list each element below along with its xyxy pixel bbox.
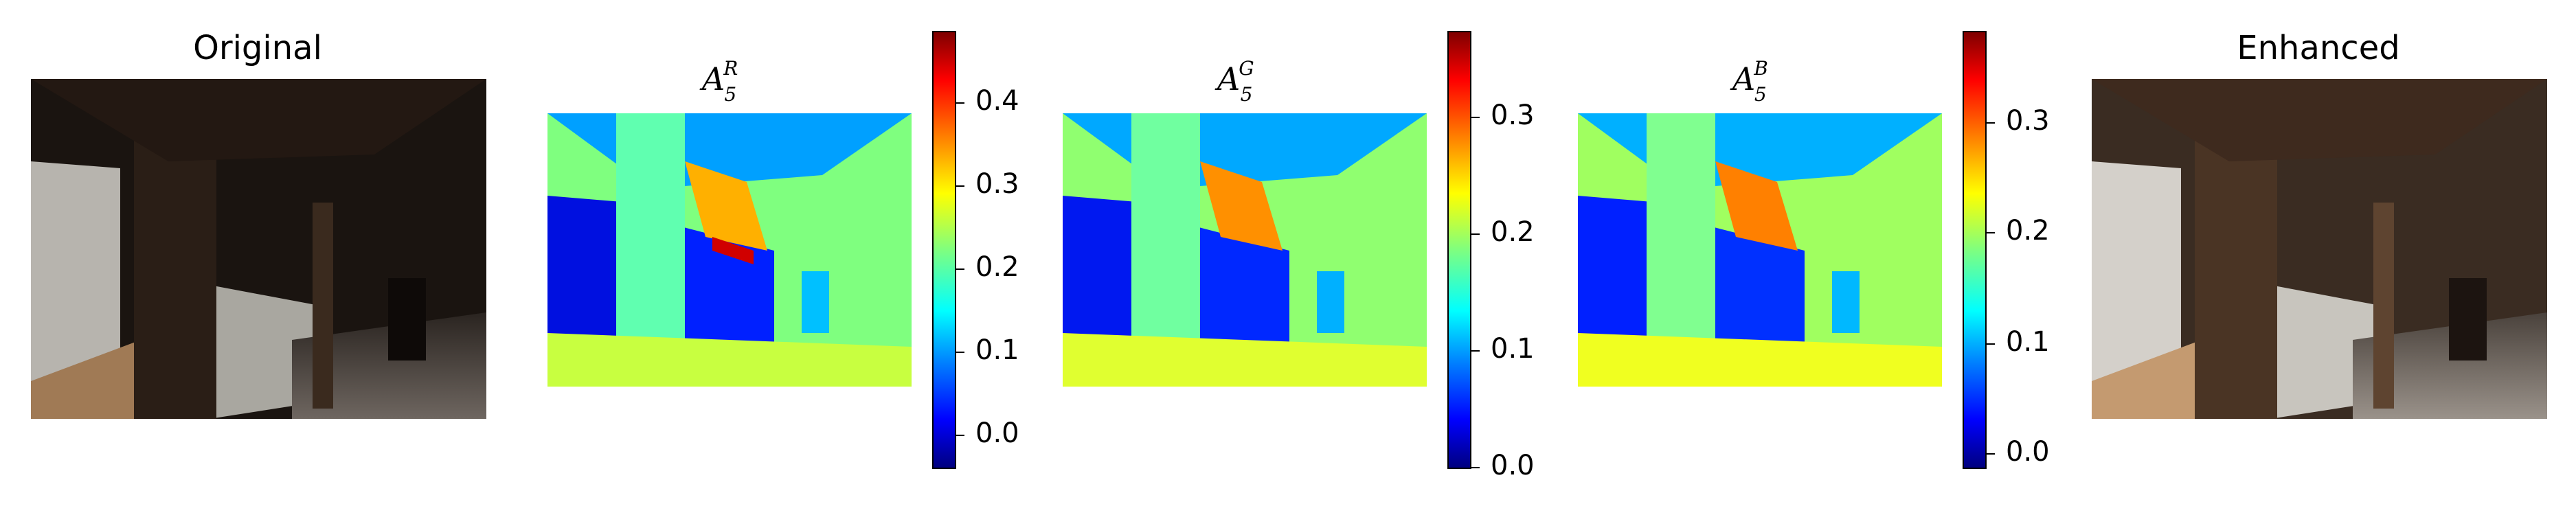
map-b-colorbar (1963, 31, 1987, 469)
map-g-colorbar (1447, 31, 1471, 469)
map-b-tick-0: 0.0 (2006, 436, 2050, 468)
map-r-colorbar (932, 31, 956, 469)
map-b-tick-2: 0.2 (2006, 215, 2050, 247)
enhanced-title: Enhanced (2237, 29, 2400, 67)
map-r-image (547, 113, 912, 387)
map-r-title: AR5 (702, 56, 738, 106)
map-b-image (1578, 113, 1942, 387)
map-b-title: AB5 (1732, 56, 1768, 106)
map-r-tick-0: 0.0 (975, 417, 1019, 449)
original-title: Original (193, 29, 322, 67)
map-b-tick-1: 0.1 (2006, 326, 2050, 358)
map-r-tick-2: 0.2 (975, 251, 1019, 283)
map-r-tick-3: 0.3 (975, 168, 1019, 200)
enhanced-image (2092, 79, 2547, 419)
map-b-tick-3: 0.3 (2006, 105, 2050, 137)
original-image (31, 79, 486, 419)
map-g-tick-1: 0.1 (1491, 333, 1535, 365)
map-r-tick-4: 0.4 (975, 85, 1019, 117)
map-g-image (1063, 113, 1427, 387)
map-g-title: AG5 (1217, 56, 1254, 106)
map-g-tick-0: 0.0 (1491, 450, 1535, 481)
map-g-tick-3: 0.3 (1491, 100, 1535, 131)
map-r-tick-1: 0.1 (975, 334, 1019, 366)
map-g-tick-2: 0.2 (1491, 216, 1535, 248)
